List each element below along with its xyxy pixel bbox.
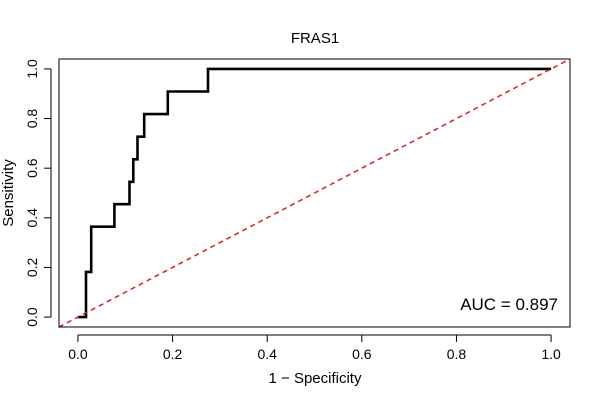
plot-frame bbox=[58, 58, 571, 328]
y-tick-label: 0.6 bbox=[24, 158, 40, 178]
plot-area bbox=[58, 58, 571, 328]
x-tick-label: 1.0 bbox=[541, 346, 561, 362]
y-axis: 0.0 0.2 0.4 0.6 0.8 1.0 bbox=[24, 59, 52, 327]
auc-annotation: AUC = 0.897 bbox=[460, 295, 558, 314]
x-tick-label: 0.0 bbox=[68, 346, 88, 362]
x-tick-label: 0.6 bbox=[352, 346, 372, 362]
x-axis-label: 1 − Specificity bbox=[269, 370, 362, 387]
y-tick-label: 0.0 bbox=[24, 307, 40, 327]
y-tick-label: 1.0 bbox=[24, 59, 40, 79]
y-tick-label: 0.4 bbox=[24, 208, 40, 228]
reference-diagonal-line bbox=[58, 58, 571, 328]
y-tick-label: 0.2 bbox=[24, 258, 40, 278]
chart-title: FRAS1 bbox=[291, 30, 339, 47]
x-tick-label: 0.8 bbox=[447, 346, 467, 362]
y-axis-label: Sensitivity bbox=[0, 159, 17, 227]
y-tick-label: 0.8 bbox=[24, 109, 40, 129]
x-axis: 0.0 0.2 0.4 0.6 0.8 1.0 bbox=[68, 334, 561, 362]
x-tick-label: 0.2 bbox=[163, 346, 183, 362]
roc-curve-line bbox=[77, 67, 552, 319]
x-tick-label: 0.4 bbox=[257, 346, 277, 362]
